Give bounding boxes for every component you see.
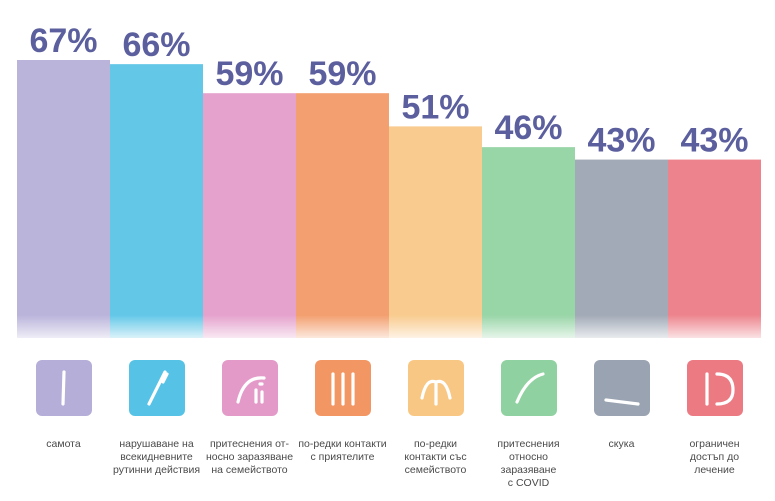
value-label-1: 67% <box>29 22 97 60</box>
value-label-5: 51% <box>401 88 469 126</box>
category-label-5: по-редки контакти със семейството <box>404 438 467 476</box>
rising-curve-icon <box>500 360 557 416</box>
value-label-3: 59% <box>215 55 283 93</box>
bar-7 <box>575 159 668 338</box>
bar-1 <box>17 60 110 338</box>
bar-8 <box>668 159 761 338</box>
category-label-6: притеснения относно заразяване с COVID <box>497 438 560 489</box>
bar-2 <box>110 64 203 338</box>
fountain-icon <box>407 360 464 416</box>
value-label-8: 43% <box>680 122 748 160</box>
single-stroke-icon <box>35 360 92 416</box>
broken-stroke-icon <box>128 360 185 416</box>
bar-6 <box>482 147 575 338</box>
bar-5 <box>389 126 482 338</box>
category-label-3: притеснения от- носно заразяване на семе… <box>205 438 294 476</box>
value-label-2: 66% <box>122 26 190 64</box>
bar-4 <box>296 93 389 338</box>
value-label-6: 46% <box>494 109 562 147</box>
slanted-line-icon <box>593 360 650 416</box>
category-label-8: ограничен достъп до лечение <box>689 438 740 476</box>
category-label-1: самота <box>46 438 81 450</box>
category-label-2: нарушаване на всекидневните рутинни дейс… <box>112 438 201 476</box>
three-strokes-icon <box>314 360 371 416</box>
partial-circle-icon <box>686 360 743 416</box>
value-label-4: 59% <box>308 55 376 93</box>
category-label-4: по-редки контакти с приятелите <box>298 438 387 463</box>
value-label-7: 43% <box>587 122 655 160</box>
category-label-7: скука <box>608 438 635 450</box>
arc-dots-icon <box>221 360 278 416</box>
bar-3 <box>203 93 296 338</box>
